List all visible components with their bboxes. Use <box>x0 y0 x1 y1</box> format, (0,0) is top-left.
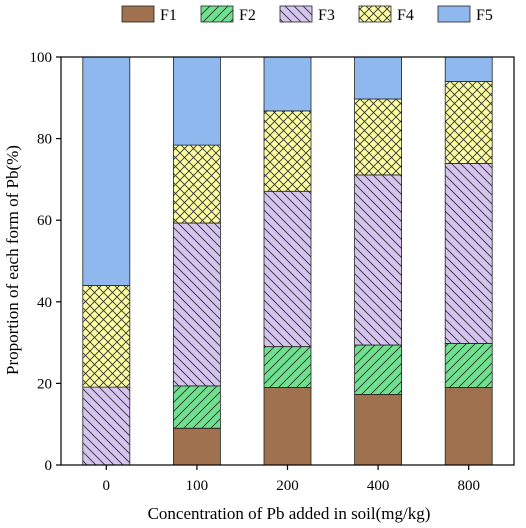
legend-swatch-f5 <box>437 5 471 23</box>
y-tick-label: 0 <box>45 458 53 474</box>
y-axis-label: Proportion of each form of Pb(%) <box>3 145 22 375</box>
legend-swatch-f2 <box>200 5 234 23</box>
bar-segment-f1-400 <box>354 393 403 466</box>
bar-segment-f3-200 <box>263 190 312 347</box>
legend-label-f1: F1 <box>160 7 177 24</box>
x-tick-label: 800 <box>457 478 480 494</box>
y-tick-label: 80 <box>37 132 52 148</box>
y-tick-label: 60 <box>37 213 52 229</box>
bar-segment-f5-100 <box>172 56 221 146</box>
legend-label-f2: F2 <box>239 7 256 24</box>
legend-label-f4: F4 <box>397 7 414 24</box>
bar-segment-f2-100 <box>172 385 221 429</box>
bar-segment-f3-100 <box>172 222 221 387</box>
x-tick-label: 100 <box>186 478 209 494</box>
axes: 0 20 40 60 80 100 0 100 200 400 800 <box>30 50 515 494</box>
bar-segment-f4-0 <box>82 285 131 388</box>
bar-segment-f3-400 <box>354 174 403 346</box>
legend-swatch-f4 <box>358 5 392 23</box>
y-tick-label: 20 <box>37 376 52 392</box>
bar-segment-f5-800 <box>444 56 493 82</box>
x-tick-label: 0 <box>103 478 111 494</box>
bar-segment-f5-0 <box>82 56 131 286</box>
y-tick-label: 100 <box>30 50 53 66</box>
legend-label-f5: F5 <box>476 7 493 24</box>
bar-segment-f1-100 <box>172 427 221 466</box>
bar-segment-f1-200 <box>263 387 312 466</box>
bar-segment-f3-0 <box>82 386 131 466</box>
bars <box>82 56 493 466</box>
bar-segment-f4-200 <box>263 110 312 192</box>
bar-segment-f2-200 <box>263 346 312 388</box>
bar-segment-f2-800 <box>444 342 493 388</box>
bar-segment-f4-400 <box>354 98 403 176</box>
x-tick-label: 200 <box>276 478 299 494</box>
bar-segment-f1-800 <box>444 387 493 466</box>
bar-segment-f3-800 <box>444 163 493 344</box>
bar-segment-f4-800 <box>444 81 493 164</box>
legend-swatch-f1 <box>121 5 155 23</box>
x-tick-label: 400 <box>367 478 390 494</box>
bar-segment-f4-100 <box>172 144 221 224</box>
bar-segment-f5-200 <box>263 56 312 112</box>
legend-label-f3: F3 <box>318 7 335 24</box>
bar-segment-f5-400 <box>354 56 403 100</box>
legend: F1 F2 F3 F4 F5 <box>121 5 493 24</box>
y-tick-label: 40 <box>37 295 52 311</box>
legend-swatch-f3 <box>279 5 313 23</box>
x-axis-label: Concentration of Pb added in soil(mg/kg) <box>148 504 431 523</box>
bar-segment-f2-400 <box>354 344 403 395</box>
